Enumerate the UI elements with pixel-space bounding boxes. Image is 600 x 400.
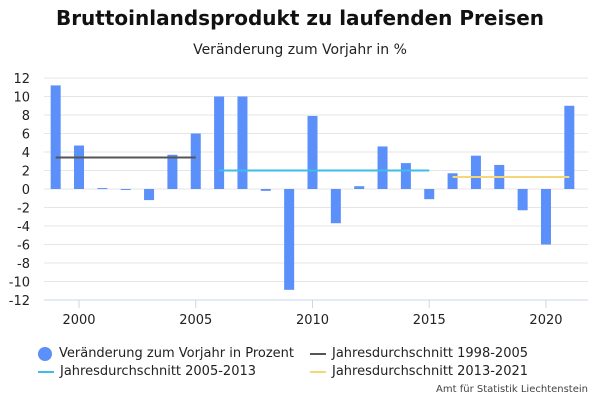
- bar-2012: [354, 186, 365, 189]
- chart-subtitle: Veränderung zum Vorjahr in %: [193, 42, 407, 58]
- y-tick-label: -6: [17, 239, 30, 254]
- legend-marker-change: [38, 346, 52, 361]
- bar-2001: [97, 188, 108, 190]
- legend-marker-avg-2005-2013: [38, 370, 54, 373]
- legend-label-avg-2013-2021: Jahresdurchschnitt 2013-2021: [332, 364, 529, 379]
- bar-2005: [190, 133, 201, 189]
- bar-2004: [167, 154, 178, 189]
- legend-label-change: Veränderung zum Vorjahr in Prozent: [59, 346, 294, 361]
- legend-item-avg-2005-2013[interactable]: Jahresdurchschnitt 2005-2013: [38, 364, 256, 379]
- bar-2017: [470, 155, 481, 189]
- bar-2014: [400, 163, 411, 189]
- y-tick-label: 8: [22, 109, 30, 124]
- y-tick-label: -8: [17, 257, 30, 272]
- legend-item-avg-2013-2021[interactable]: Jahresdurchschnitt 2013-2021: [310, 364, 528, 379]
- bar-2008: [260, 189, 271, 191]
- bar-2010: [307, 115, 318, 189]
- legend-label-avg-1998-2005: Jahresdurchschnitt 1998-2005: [332, 346, 529, 361]
- credits-text: Amt für Statistik Liechtenstein: [436, 384, 588, 395]
- bar-2007: [237, 96, 248, 189]
- bar-2019: [517, 189, 528, 211]
- y-tick-label: 12: [13, 72, 30, 87]
- y-tick-label: 4: [22, 146, 30, 161]
- bar-2009: [284, 189, 295, 290]
- legend-marker-avg-2013-2021: [310, 370, 326, 373]
- bar-2021: [564, 105, 575, 189]
- bar-2016: [447, 173, 458, 189]
- chart-title: Bruttoinlandsprodukt zu laufenden Preise…: [55, 6, 545, 30]
- y-tick-label: -10: [9, 276, 30, 291]
- y-tick-label: -2: [17, 202, 30, 217]
- x-tick-label: 2010: [296, 313, 329, 328]
- y-tick-label: -4: [17, 220, 30, 235]
- y-tick-label: -12: [9, 294, 30, 309]
- legend-marker-avg-1998-2005: [310, 352, 326, 355]
- x-tick-label: 2005: [179, 313, 212, 328]
- x-tick-label: 2000: [62, 313, 95, 328]
- bar-2002: [120, 189, 131, 190]
- bar-2003: [144, 189, 155, 201]
- legend-item-avg-1998-2005[interactable]: Jahresdurchschnitt 1998-2005: [310, 346, 528, 361]
- bar-1999: [50, 85, 61, 189]
- x-tick-label: 2020: [529, 313, 562, 328]
- legend-item-change[interactable]: Veränderung zum Vorjahr in Prozent: [38, 346, 294, 361]
- bar-2000: [74, 145, 85, 189]
- y-tick-label: 10: [13, 91, 30, 106]
- bar-2011: [330, 189, 341, 224]
- bar-2006: [214, 96, 225, 189]
- y-tick-label: 0: [22, 183, 30, 198]
- y-tick-label: 2: [22, 165, 30, 180]
- bar-2020: [540, 189, 551, 245]
- bar-2015: [424, 189, 435, 200]
- y-tick-label: 6: [22, 128, 30, 143]
- legend-label-avg-2005-2013: Jahresdurchschnitt 2005-2013: [60, 364, 257, 379]
- bar-2013: [377, 146, 388, 189]
- x-tick-label: 2015: [413, 313, 446, 328]
